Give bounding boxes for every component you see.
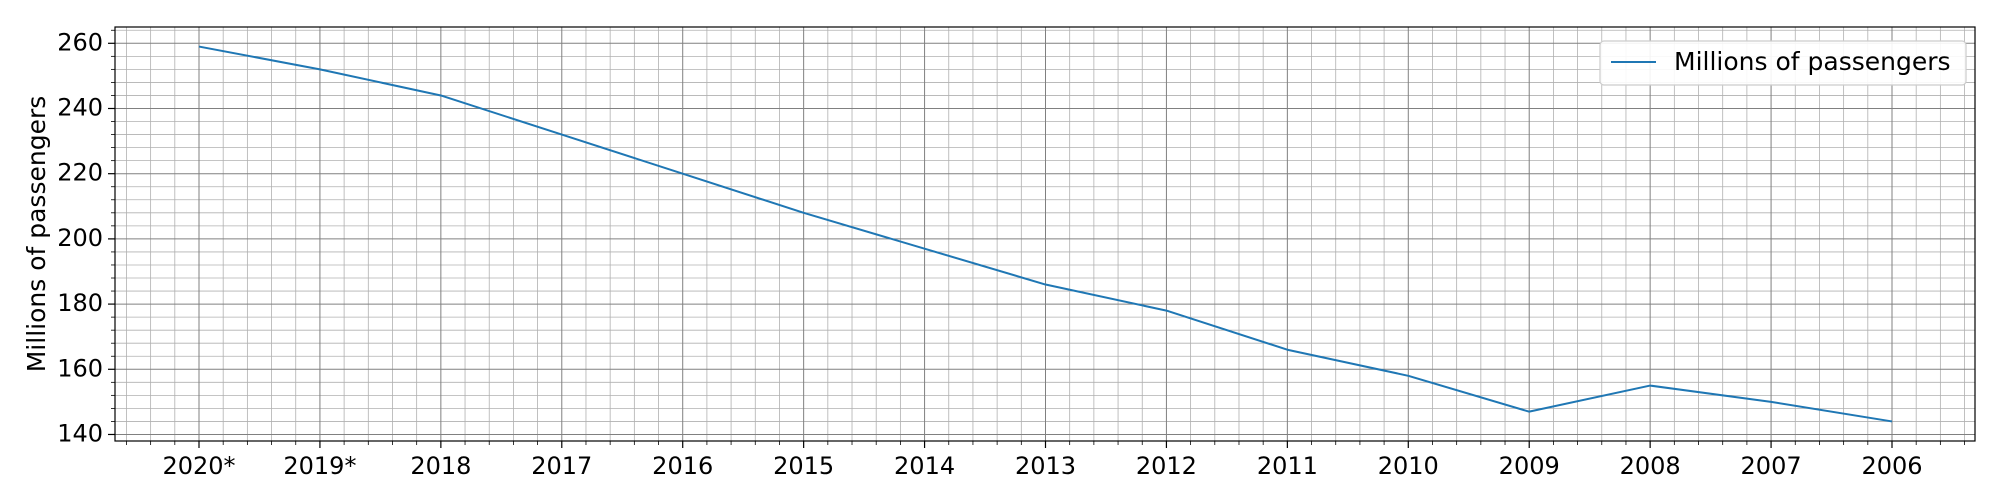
y-tick-label: 200 [57, 224, 103, 252]
y-tick-label: 160 [57, 354, 103, 382]
x-tick-label: 2018 [410, 452, 471, 480]
y-tick-label: 240 [57, 93, 103, 121]
y-tick-label: 180 [57, 289, 103, 317]
y-tick-label: 260 [57, 28, 103, 56]
x-tick-label: 2015 [773, 452, 834, 480]
plot-frame [114, 26, 1976, 442]
x-tick-label: 2012 [1136, 452, 1197, 480]
x-tick-label: 2017 [531, 452, 592, 480]
axis-ticks [108, 29, 1965, 448]
x-tick-label: 2013 [1015, 452, 1076, 480]
x-tick-label: 2006 [1861, 452, 1922, 480]
x-tick-label: 2020* [162, 452, 235, 480]
legend-box [1599, 40, 1967, 86]
x-tick-label: 2008 [1620, 452, 1681, 480]
legend-label: Millions of passengers [1674, 47, 1951, 76]
series-lines [198, 45, 1893, 423]
grid-lines [115, 27, 1975, 441]
x-tick-label: 2014 [894, 452, 955, 480]
x-tick-label: 2007 [1741, 452, 1802, 480]
x-tick-label: 2009 [1499, 452, 1560, 480]
y-axis-title: Millions of passengers [22, 96, 51, 373]
legend: Millions of passengers [1599, 40, 1967, 86]
x-tick-labels: 2020* 2019* 2018 2017 2016 2015 2014 2013 2012 20… [162, 452, 1922, 480]
y-tick-labels: 140 160 180 200 220 240 260 [57, 28, 103, 447]
y-tick-label: 140 [57, 419, 103, 447]
y-tick-label: 220 [57, 159, 103, 187]
x-tick-label: 2016 [652, 452, 713, 480]
x-tick-label: 2010 [1378, 452, 1439, 480]
x-tick-label: 2011 [1257, 452, 1318, 480]
x-tick-label: 2019* [283, 452, 356, 480]
